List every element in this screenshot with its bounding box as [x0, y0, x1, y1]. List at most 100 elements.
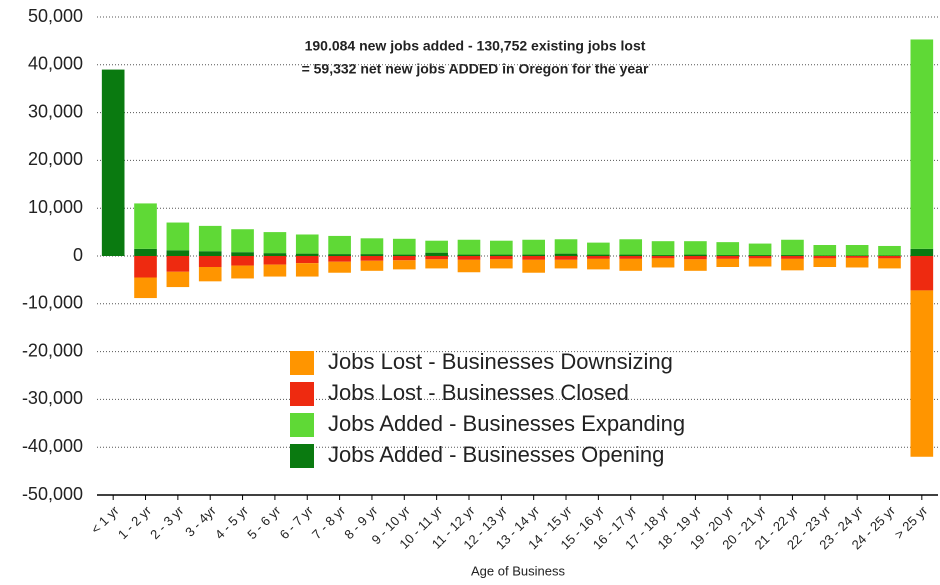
bar-segment [263, 253, 287, 256]
bar-segment [781, 239, 804, 256]
bar-segment [198, 251, 222, 256]
bar-segment [651, 256, 675, 259]
annotation: 190.084 new jobs added - 130,752 existin… [305, 38, 646, 54]
legend-swatch [290, 351, 314, 375]
bar-segment [910, 39, 934, 249]
bar-segment [910, 256, 934, 291]
bar-segment [198, 225, 222, 252]
y-tick-label: -30,000 [22, 388, 83, 408]
bar-segment [231, 265, 254, 279]
x-tick-label: 7 - 8 yr [309, 502, 349, 542]
y-tick-label: 10,000 [28, 197, 83, 217]
bar-segment [813, 256, 837, 259]
bar-segment [522, 256, 545, 260]
bar-segment [781, 256, 804, 259]
bar-segment [166, 256, 190, 272]
bar-segment [457, 254, 481, 256]
bar-segment [651, 258, 675, 268]
bar-segment [878, 256, 901, 259]
bar-segment [684, 241, 707, 255]
y-tick-label: -40,000 [22, 436, 83, 456]
bar-segment [845, 257, 869, 268]
bar-segment [813, 258, 837, 267]
bar-segment [263, 232, 287, 254]
x-axis-title: Age of Business [471, 563, 565, 578]
bar-segment [457, 239, 481, 255]
bar-segment [716, 242, 740, 256]
bar-segment [619, 256, 643, 259]
bar-segment [328, 256, 351, 262]
bar-segment [231, 229, 254, 253]
legend-label: Jobs Added - Businesses Expanding [328, 411, 685, 436]
bar-segment [360, 254, 384, 256]
bar-segment [360, 238, 384, 255]
bar-segment [392, 256, 416, 261]
bar-segment [166, 250, 190, 256]
bar-segment [457, 256, 481, 260]
bar-segment [587, 254, 610, 256]
bar-segment [522, 254, 545, 256]
x-tick-label: 1 - 2 yr [115, 502, 155, 542]
bar-segment [878, 245, 901, 256]
bar-segment [101, 69, 125, 256]
y-tick-label: -20,000 [22, 340, 83, 360]
bar-segment [134, 203, 157, 249]
bar-segment [263, 256, 287, 265]
bar-segment [295, 253, 319, 256]
bar-segment [198, 256, 222, 267]
bar-segment [231, 256, 254, 266]
bar-segment [134, 256, 157, 278]
bar-segment [878, 258, 901, 269]
bar-segment [392, 260, 416, 270]
bar-segment [684, 254, 707, 256]
legend-swatch [290, 382, 314, 406]
bar-segment [619, 239, 643, 255]
y-tick-label: 40,000 [28, 54, 83, 74]
bar-segment [490, 240, 513, 255]
bar-segment [392, 254, 416, 256]
x-tick-label: 5 - 6 yr [244, 502, 284, 542]
bar-segment [845, 245, 869, 256]
bar-segment [748, 258, 772, 267]
bar-segment [748, 255, 772, 256]
bar-segment [619, 254, 643, 256]
bar-segment [490, 254, 513, 256]
bar-segment [813, 245, 837, 256]
bar-segment [619, 258, 643, 271]
bar-segment [328, 235, 351, 255]
bar-segment [134, 277, 157, 299]
bar-segment [198, 266, 222, 282]
bar-segment [360, 256, 384, 261]
bar-segment [231, 252, 254, 256]
bar-segment [716, 256, 740, 259]
y-tick-label: 20,000 [28, 149, 83, 169]
bar-segment [328, 261, 351, 273]
bar-segment [263, 264, 287, 277]
legend-label: Jobs Added - Businesses Opening [328, 442, 664, 467]
y-tick-label: 30,000 [28, 101, 83, 121]
x-tick-label: 6 - 7 yr [277, 502, 317, 542]
legend-swatch [290, 444, 314, 468]
bar-segment [490, 259, 513, 269]
bar-segment [166, 271, 190, 288]
bar-segment [522, 259, 545, 273]
x-tick-label: > 25 yr [891, 502, 930, 541]
legend-label: Jobs Lost - Businesses Downsizing [328, 349, 673, 374]
legend-swatch [290, 413, 314, 437]
y-tick-label: -10,000 [22, 293, 83, 313]
bar-segment [748, 243, 772, 256]
bar-segment [554, 239, 578, 254]
bar-segment [425, 240, 448, 253]
bar-segment [587, 258, 610, 270]
bar-segment [910, 248, 934, 256]
bar-segment [425, 252, 448, 256]
y-tick-label: 0 [73, 245, 83, 265]
bar-segment [425, 259, 448, 269]
x-tick-label: 2 - 3 yr [147, 502, 187, 542]
bar-segment [166, 222, 190, 251]
bar-segment [781, 255, 804, 256]
bar-segment [360, 260, 384, 271]
bar-segment [554, 259, 578, 269]
bar-segment [134, 248, 157, 256]
